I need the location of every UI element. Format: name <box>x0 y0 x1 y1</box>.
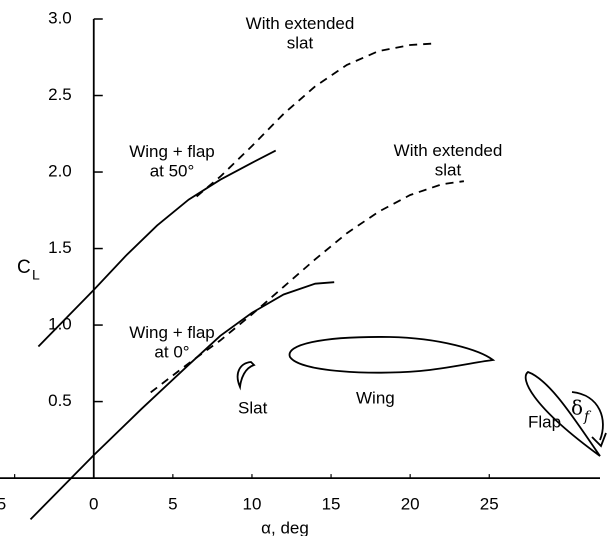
delta-subscript: f <box>583 409 592 425</box>
x-tick-label: 20 <box>401 495 420 514</box>
data-line <box>29 281 335 521</box>
series-label: Wing + flap at 0° <box>129 323 215 362</box>
x-tick-label: -5 <box>0 495 6 514</box>
deflection-arc <box>571 391 604 441</box>
x-tick-label: 15 <box>322 495 341 514</box>
data-line <box>37 149 277 348</box>
series-label: Wing + flap at 50° <box>129 142 215 181</box>
y-tick-label: 0.5 <box>48 391 72 410</box>
y-tick-label: 2.5 <box>48 85 72 104</box>
series-label: With extended slat <box>246 14 355 53</box>
series-label: With extended slat <box>394 141 503 180</box>
x-tick-label: 5 <box>168 495 177 514</box>
flap-label: Flap <box>528 412 561 431</box>
flap-section <box>524 370 601 457</box>
data-line <box>150 180 465 394</box>
x-tick-label: 0 <box>89 495 98 514</box>
airfoil-diagram <box>236 336 607 457</box>
deflection-arrow <box>591 432 607 448</box>
x-tick-label: 25 <box>480 495 499 514</box>
y-tick-label: 3.0 <box>48 8 72 27</box>
slat-section <box>236 361 256 391</box>
slat-label: Slat <box>238 398 268 417</box>
y-axis-label: C <box>17 257 31 278</box>
delta-symbol: δ <box>571 396 583 420</box>
data-line <box>196 42 434 198</box>
y-tick-label: 1.5 <box>48 238 72 257</box>
x-axis-label: α, deg <box>261 518 309 536</box>
wing-label: Wing <box>356 388 395 407</box>
y-tick-label: 2.0 <box>48 162 72 181</box>
x-tick-label: 10 <box>242 495 261 514</box>
y-axis-label-subscript: L <box>32 267 40 283</box>
wing-section <box>288 336 496 374</box>
